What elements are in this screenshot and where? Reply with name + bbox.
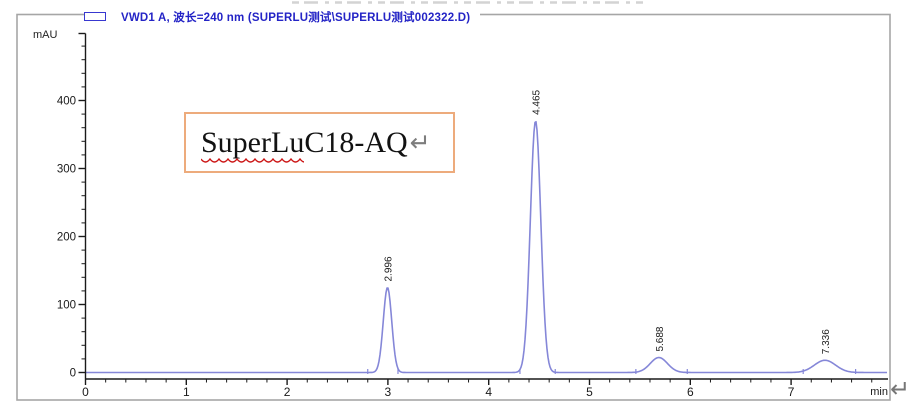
y-axis-unit-label: mAU	[33, 29, 58, 41]
y-tick-label: 200	[57, 232, 76, 244]
x-axis-unit-label: min	[870, 386, 888, 398]
y-tick-label: 0	[70, 368, 76, 380]
x-tick-label: 0	[82, 385, 89, 399]
x-tick-label: 5	[586, 385, 593, 399]
window-frame	[16, 13, 891, 401]
peak-label: 7.336	[821, 329, 832, 354]
x-tick-label: 1	[183, 385, 190, 399]
misspelled-word: SuperLu	[201, 125, 305, 163]
peak-label: 2.996	[383, 256, 394, 281]
spellcheck-squiggle	[201, 157, 304, 163]
y-tick-label: 400	[57, 96, 76, 108]
signal-curve	[86, 120, 887, 374]
x-tick-label: 3	[385, 385, 392, 399]
annotation-textbox[interactable]: SuperLu C18-AQ ↵	[184, 112, 455, 173]
annotation-text-rest: C18-AQ	[304, 125, 408, 159]
peak-label: 5.688	[655, 326, 666, 351]
legend-swatch[interactable]	[84, 12, 106, 21]
line-break-return-icon: ↵	[890, 376, 911, 403]
peak-label: 4.465	[532, 89, 543, 114]
x-tick-label: 2	[284, 385, 291, 399]
x-tick-label: 4	[485, 385, 492, 399]
legend-label: VWD1 A, 波长=240 nm (SUPERLU测试\SUPERLU测试00…	[121, 11, 471, 24]
spellcheck-squiggle-path	[201, 157, 304, 163]
x-tick-label: 7	[788, 385, 795, 399]
y-tick-label: 300	[57, 164, 76, 176]
misspelled-word-text: SuperLu	[201, 125, 305, 159]
y-tick-label: 100	[57, 300, 76, 312]
paragraph-return-icon: ↵	[409, 128, 431, 157]
x-tick-label: 6	[687, 385, 694, 399]
legend: VWD1 A, 波长=240 nm (SUPERLU测试\SUPERLU测试00…	[84, 9, 481, 24]
